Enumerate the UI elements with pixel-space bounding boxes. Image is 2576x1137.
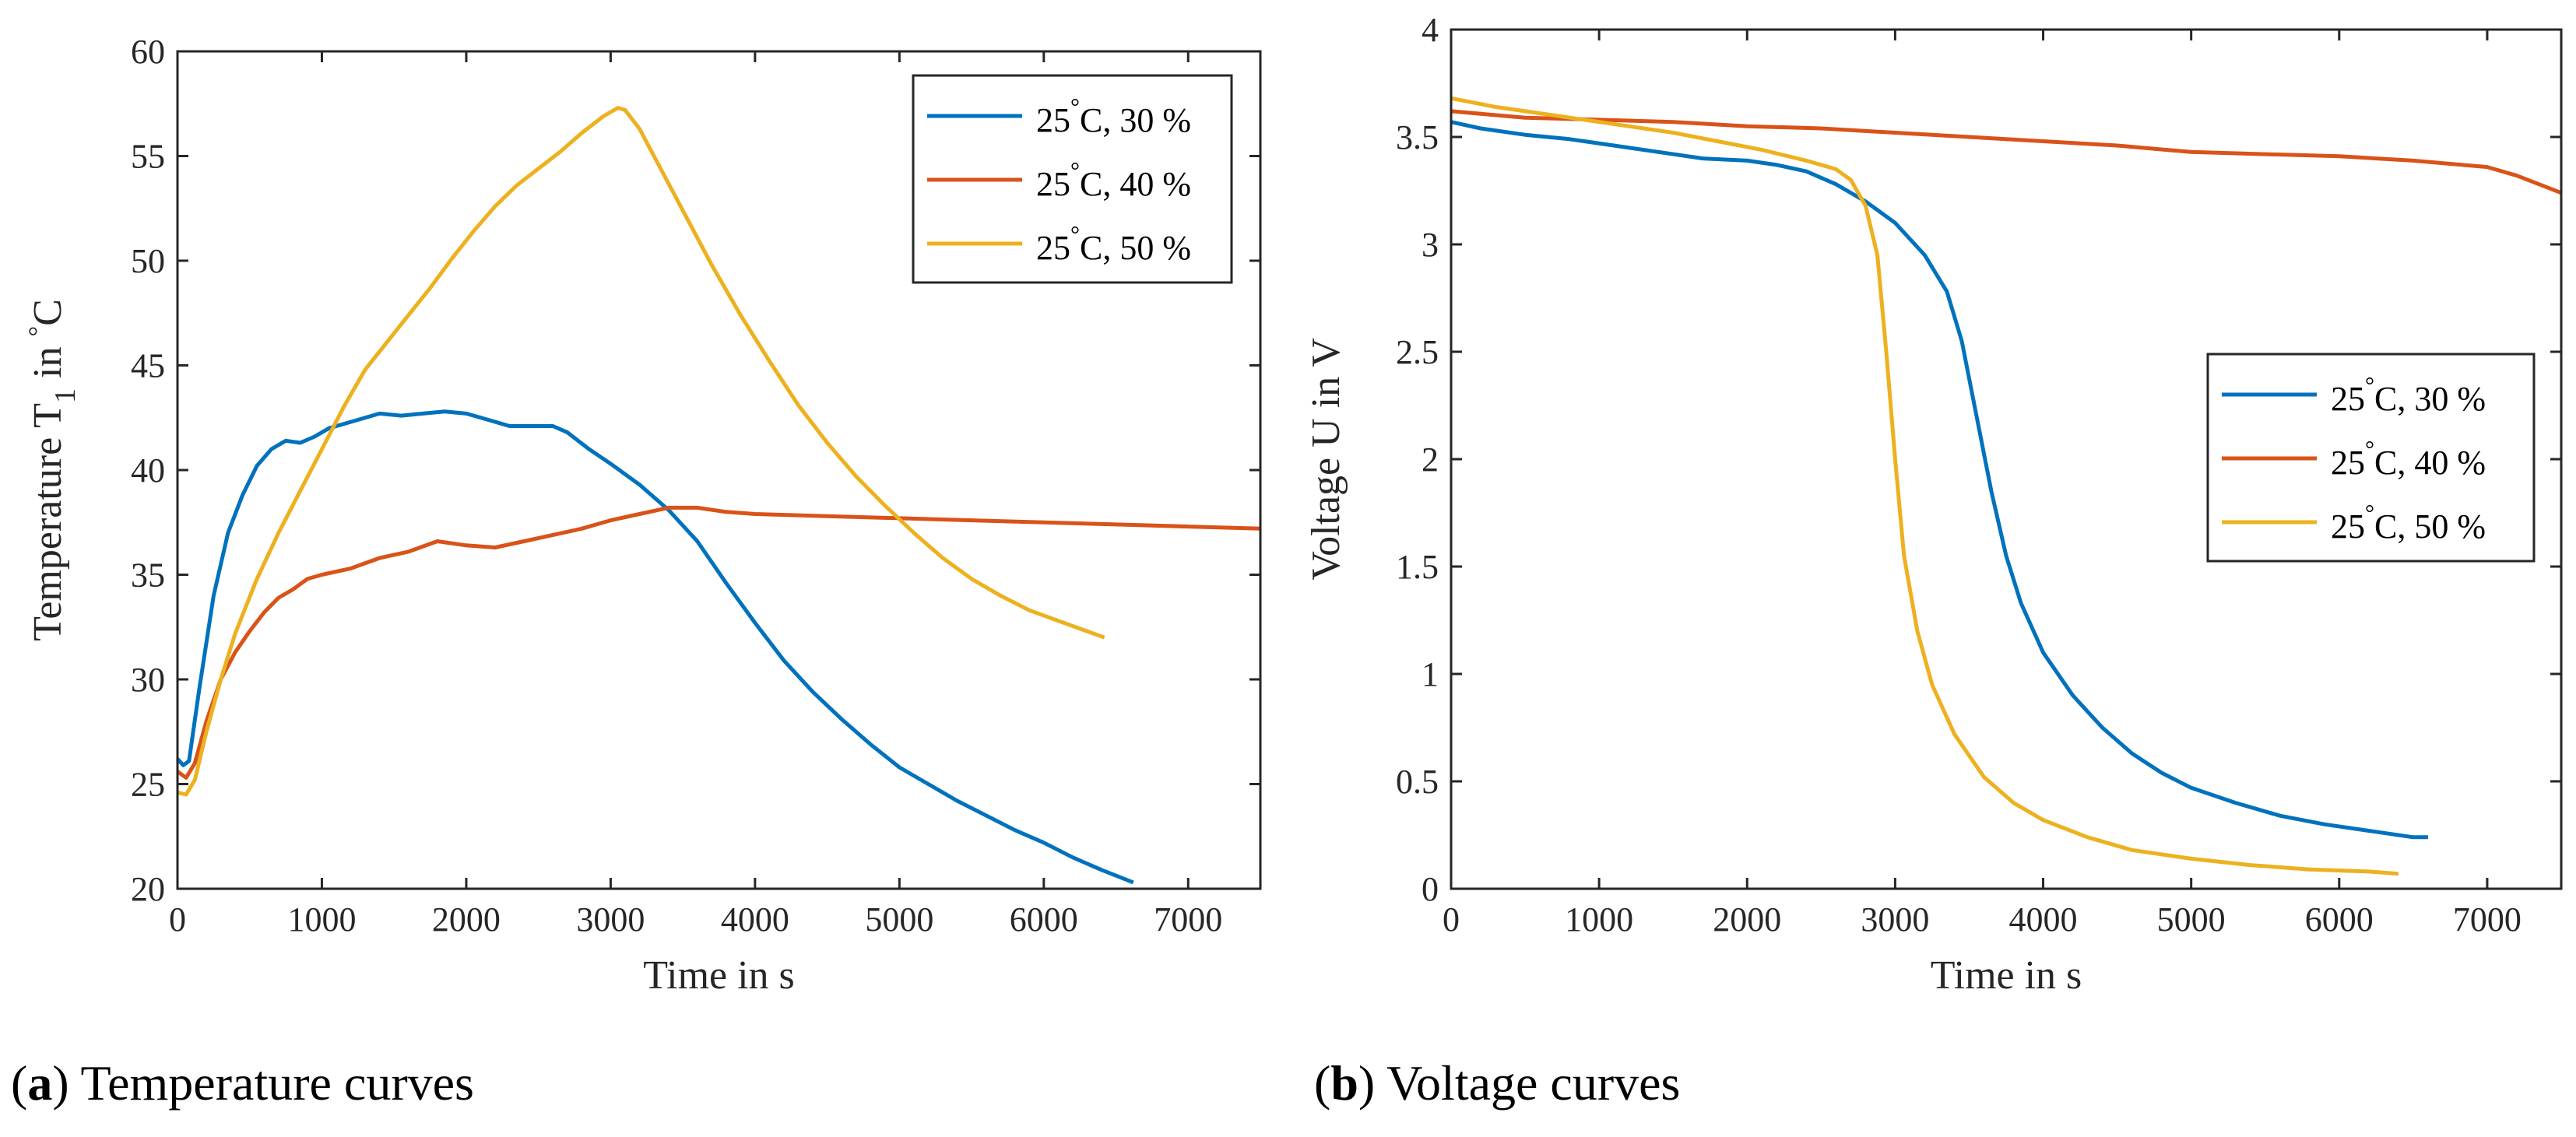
y-tick-label: 35 <box>131 556 165 595</box>
series-line-3 <box>177 106 1105 797</box>
y-tick-label: 1.5 <box>1396 548 1439 586</box>
y-tick-label: 0.5 <box>1396 763 1439 801</box>
y-tick-label: 3.5 <box>1396 118 1439 156</box>
legend-label-3: 25°C, 50 % <box>2331 500 2486 546</box>
x-axis-label: Time in s <box>643 953 795 998</box>
x-tick-label: 3000 <box>1861 900 1929 939</box>
x-tick-label: 5000 <box>2157 900 2226 939</box>
y-tick-label: 50 <box>131 242 165 280</box>
x-tick-label: 2000 <box>432 900 501 939</box>
legend-label-degree: ° <box>2365 500 2374 526</box>
legend-label-text: C, 40 % <box>2374 444 2486 482</box>
y-axis-label: Temperature T1 in °C <box>24 299 82 641</box>
y-label-subscript: 1 <box>49 388 82 403</box>
y-label-degree: ° <box>24 326 53 337</box>
x-tick-label: 4000 <box>721 900 789 939</box>
x-tick-label: 7000 <box>1154 900 1222 939</box>
x-tick-label: 0 <box>169 900 186 939</box>
legend-label-text: C, 50 % <box>2374 507 2486 546</box>
x-tick-label: 5000 <box>865 900 933 939</box>
legend-label-degree: ° <box>2365 437 2374 462</box>
y-tick-label: 45 <box>131 347 165 385</box>
y-tick-label: 3 <box>1422 226 1439 264</box>
y-tick-label: 40 <box>131 451 165 490</box>
legend-label-number: 25 <box>2331 507 2365 546</box>
x-tick-label: 6000 <box>2305 900 2374 939</box>
legend-label-1: 25°C, 30 % <box>2331 373 2486 418</box>
x-tick-label: 3000 <box>576 900 645 939</box>
legend-label-degree: ° <box>1070 158 1080 184</box>
legend-label-text: C, 30 % <box>2374 380 2486 418</box>
series-line-1 <box>176 409 1134 885</box>
y-axis-label: Voltage U in V <box>1304 338 1348 581</box>
legend-label-number: 25 <box>1036 101 1070 139</box>
y-tick-label: 1 <box>1422 655 1439 693</box>
y-tick-label: 55 <box>131 138 165 176</box>
y-tick-label: 20 <box>131 870 165 908</box>
y-tick-label: 4 <box>1422 11 1439 49</box>
series-line-3 <box>1450 96 2399 876</box>
x-tick-label: 4000 <box>2009 900 2078 939</box>
y-tick-label: 60 <box>131 33 165 71</box>
legend-label-degree: ° <box>1070 94 1080 120</box>
temperature-chart: 0 1000 2000 3000 4000 5000 6000 7000 20 25 30 35 40 4… <box>24 33 1262 998</box>
legend-label-degree: ° <box>1070 222 1080 247</box>
legend-label-text: C, 50 % <box>1080 229 1191 267</box>
legend-label-1: 25°C, 30 % <box>1036 94 1191 139</box>
legend-label-2: 25°C, 40 % <box>2331 437 2486 482</box>
series-line-2 <box>1450 109 2562 195</box>
y-tick-label: 0 <box>1422 870 1439 908</box>
y-label-prefix: Temperature T <box>26 403 70 641</box>
legend-label-number: 25 <box>1036 229 1070 267</box>
legend-label-text: C, 30 % <box>1080 101 1191 139</box>
y-tick-label: 2.5 <box>1396 333 1439 371</box>
series-line-2 <box>176 505 1261 780</box>
legend-label-number: 25 <box>2331 444 2365 482</box>
legend-label-3: 25°C, 50 % <box>1036 222 1191 267</box>
caption-b: (b) Voltage curves <box>1314 1055 1681 1111</box>
series-line-1 <box>1450 120 2428 840</box>
x-axis-label: Time in s <box>1931 953 2082 998</box>
caption-a: (a) Temperature curves <box>11 1055 474 1111</box>
y-label-suffix: in <box>26 337 70 388</box>
legend-label-2: 25°C, 40 % <box>1036 158 1191 203</box>
legend-label-text: C, 40 % <box>1080 165 1191 203</box>
voltage-chart: 0 1000 2000 3000 4000 5000 6000 7000 0 0.5 1 1.5 2 2.… <box>1304 11 2563 998</box>
legend-label-number: 25 <box>1036 165 1070 203</box>
y-tick-label: 25 <box>131 766 165 804</box>
legend-label-degree: ° <box>2365 373 2374 398</box>
y-tick-label: 30 <box>131 661 165 699</box>
legend-label-number: 25 <box>2331 380 2365 418</box>
x-tick-label: 1000 <box>287 900 356 939</box>
y-label-unit: C <box>26 299 70 326</box>
x-tick-label: 7000 <box>2453 900 2522 939</box>
y-tick-label: 2 <box>1422 440 1439 479</box>
x-tick-label: 2000 <box>1713 900 1781 939</box>
x-tick-label: 6000 <box>1010 900 1078 939</box>
x-tick-label: 1000 <box>1565 900 1633 939</box>
x-tick-label: 0 <box>1443 900 1460 939</box>
